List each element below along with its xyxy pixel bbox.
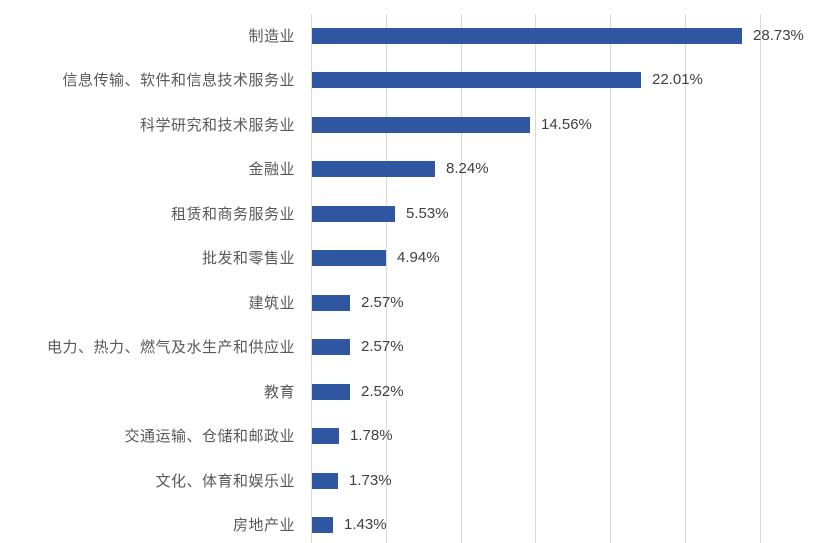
category-label: 信息传输、软件和信息技术服务业 <box>62 71 295 89</box>
gridline <box>760 14 761 543</box>
bar <box>312 206 395 222</box>
category-label: 租赁和商务服务业 <box>170 205 295 223</box>
category-label: 科学研究和技术服务业 <box>139 116 295 134</box>
gridline <box>386 14 387 543</box>
value-label: 2.57% <box>361 338 404 355</box>
bar <box>312 28 742 44</box>
value-label: 2.52% <box>361 383 404 400</box>
bar <box>312 517 333 533</box>
gridline <box>535 14 536 543</box>
value-label: 1.73% <box>349 472 392 489</box>
value-label: 1.78% <box>350 427 393 444</box>
gridline <box>461 14 462 543</box>
value-label: 5.53% <box>406 205 449 222</box>
value-label: 22.01% <box>652 71 703 88</box>
bar <box>312 473 338 489</box>
value-label: 14.56% <box>541 116 592 133</box>
category-label: 制造业 <box>248 27 295 45</box>
value-label: 1.43% <box>344 516 387 533</box>
bar <box>312 250 386 266</box>
category-label: 房地产业 <box>232 516 295 534</box>
gridline <box>610 14 611 543</box>
category-label: 批发和零售业 <box>201 249 295 267</box>
value-label: 2.57% <box>361 294 404 311</box>
value-label: 8.24% <box>446 160 489 177</box>
value-label: 28.73% <box>753 27 804 44</box>
bar <box>312 161 435 177</box>
category-label: 教育 <box>263 383 295 401</box>
bar <box>312 384 350 400</box>
bar <box>312 295 350 311</box>
category-label: 文化、体育和娱乐业 <box>155 472 295 490</box>
bar <box>312 428 339 444</box>
category-axis-line <box>311 14 312 543</box>
bar <box>312 117 530 133</box>
category-label: 金融业 <box>248 160 295 178</box>
category-label: 电力、热力、燃气及水生产和供应业 <box>46 338 295 356</box>
value-label: 4.94% <box>397 249 440 266</box>
bar <box>312 339 350 355</box>
category-label: 建筑业 <box>248 294 295 312</box>
category-label: 交通运输、仓储和邮政业 <box>124 427 295 445</box>
gridline <box>685 14 686 543</box>
bar <box>312 72 641 88</box>
